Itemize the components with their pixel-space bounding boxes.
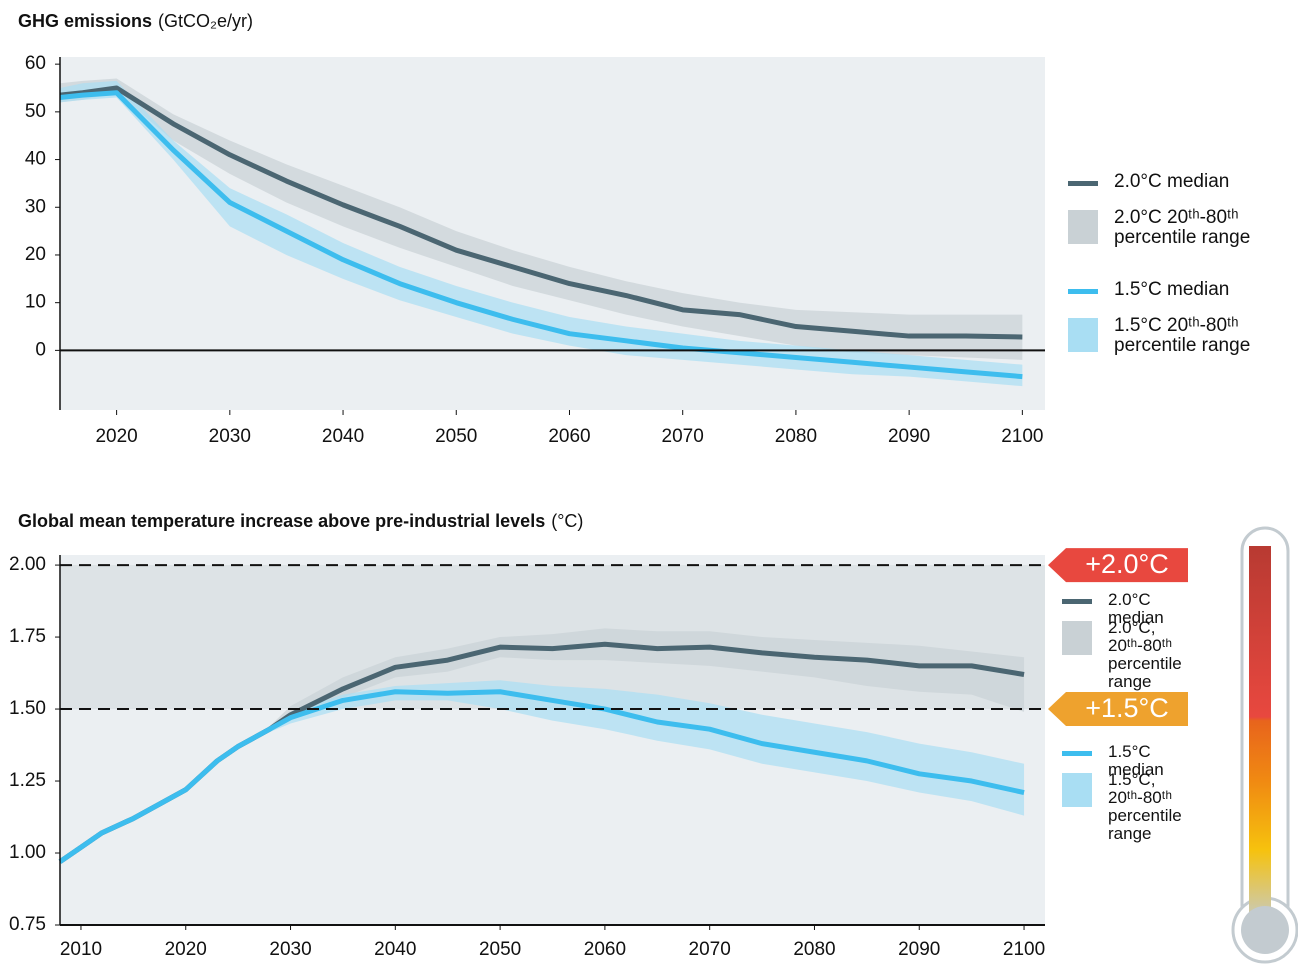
x-tick-label: 2090 xyxy=(888,426,930,447)
title-units: (GtCO₂e/yr) xyxy=(158,11,253,31)
legend-swatch xyxy=(1062,773,1092,807)
x-tick-label: 2070 xyxy=(689,939,731,960)
chart-title: GHG emissions (GtCO₂e/yr) xyxy=(18,11,253,31)
x-tick-label: 2080 xyxy=(793,939,835,960)
legend-swatch xyxy=(1068,318,1098,352)
y-tick-label: 0.75 xyxy=(9,914,46,935)
legend-swatch xyxy=(1068,210,1098,244)
threshold-label: +1.5°C xyxy=(1085,693,1169,723)
legend-item: 1.5°C, 20ᵗʰ-80ᵗʰ percentile range xyxy=(1062,771,1202,842)
legend-item: 2.0°C, 20ᵗʰ-80ᵗʰ percentile range xyxy=(1062,619,1202,690)
y-tick-label: 1.00 xyxy=(9,842,46,863)
legend-item: 2.0°C 20ᵗʰ-80ᵗʰ percentile range xyxy=(1068,208,1258,248)
x-tick-label: 2060 xyxy=(584,939,626,960)
panel: GHG emissions(GtCO₂e/yr)0102030405060202… xyxy=(18,11,1045,447)
thermometer xyxy=(1233,528,1297,962)
x-tick-label: 2020 xyxy=(165,939,207,960)
y-tick-label: 50 xyxy=(25,101,46,122)
threshold-label: +2.0°C xyxy=(1085,549,1169,579)
title-text: Global mean temperature increase above p… xyxy=(18,511,545,531)
x-tick-label: 2090 xyxy=(898,939,940,960)
x-tick-label: 2040 xyxy=(322,426,364,447)
legend-label: 1.5°C, 20ᵗʰ-80ᵗʰ percentile range xyxy=(1108,771,1202,842)
y-tick-label: 30 xyxy=(25,196,46,217)
y-tick-label: 2.00 xyxy=(9,554,46,575)
title-text: GHG emissions xyxy=(18,11,152,31)
legend-swatch xyxy=(1062,621,1092,655)
y-tick-label: 10 xyxy=(25,292,46,313)
panel: Global mean temperature increase above p… xyxy=(9,511,1188,960)
legend-item: 1.5°C median xyxy=(1068,280,1258,300)
chart-title: Global mean temperature increase above p… xyxy=(18,511,583,531)
x-tick-label: 2060 xyxy=(548,426,590,447)
title-units: (°C) xyxy=(551,511,583,531)
y-tick-label: 1.50 xyxy=(9,698,46,719)
x-tick-label: 2040 xyxy=(374,939,416,960)
x-tick-label: 2020 xyxy=(95,426,137,447)
legend-label: 2.0°C median xyxy=(1114,172,1229,192)
legend-label: 2.0°C 20ᵗʰ-80ᵗʰ percentile range xyxy=(1114,208,1258,248)
x-tick-label: 2030 xyxy=(269,939,311,960)
legend-item: 2.0°C median xyxy=(1068,172,1258,192)
legend-label: 2.0°C, 20ᵗʰ-80ᵗʰ percentile range xyxy=(1108,619,1202,690)
y-tick-label: 0 xyxy=(35,339,46,360)
x-tick-label: 2050 xyxy=(435,426,477,447)
x-tick-label: 2050 xyxy=(479,939,521,960)
x-tick-label: 2080 xyxy=(775,426,817,447)
y-tick-label: 40 xyxy=(25,149,46,170)
legend-item: 1.5°C 20ᵗʰ-80ᵗʰ percentile range xyxy=(1068,316,1258,356)
legend-swatch xyxy=(1068,181,1098,186)
legend-swatch xyxy=(1062,599,1092,604)
legend-swatch xyxy=(1068,289,1098,294)
x-tick-label: 2100 xyxy=(1003,939,1045,960)
legend-label: 1.5°C 20ᵗʰ-80ᵗʰ percentile range xyxy=(1114,316,1258,356)
page: GHG emissions(GtCO₂e/yr)0102030405060202… xyxy=(0,0,1298,964)
x-tick-label: 2010 xyxy=(60,939,102,960)
y-tick-label: 1.75 xyxy=(9,626,46,647)
x-tick-label: 2030 xyxy=(209,426,251,447)
legend-label: 1.5°C median xyxy=(1114,280,1229,300)
y-tick-label: 60 xyxy=(25,53,46,74)
legend-swatch xyxy=(1062,751,1092,756)
y-tick-label: 1.25 xyxy=(9,770,46,791)
y-tick-label: 20 xyxy=(25,244,46,265)
x-tick-label: 2070 xyxy=(662,426,704,447)
x-tick-label: 2100 xyxy=(1001,426,1043,447)
